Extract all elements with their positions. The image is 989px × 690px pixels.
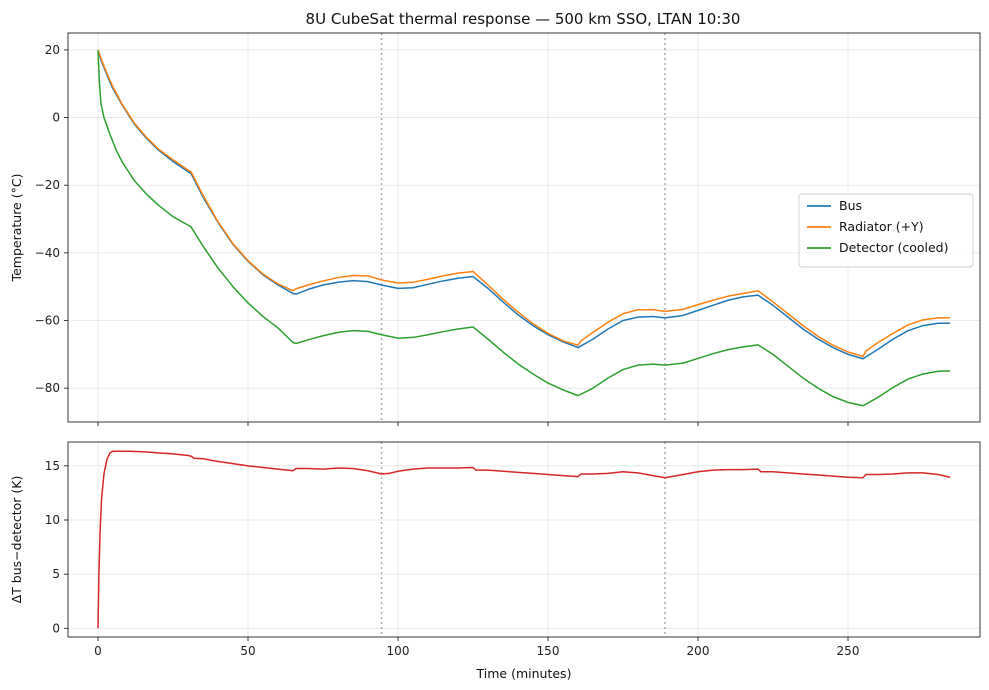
delta-t-panel: 0 50 100 150 200 250 0 5 10 15 ΔT bus−detector (K… — [9, 441, 981, 681]
delta-t-y-tick-label-2: 10 — [45, 513, 60, 527]
legend-box — [798, 193, 974, 268]
temperature-y-tick-label-2: −40 — [35, 246, 60, 260]
legend-entry-detector-cooled: Detector (cooled) — [839, 240, 948, 255]
temperature-axis-ticks: −80 −60 −40 −20 0 20 — [35, 43, 849, 426]
delta-t-y-tick-label-3: 15 — [45, 459, 60, 473]
delta-t-grid — [68, 442, 980, 637]
temperature-y-tick-label-4: 0 — [52, 111, 60, 125]
temperature-plot-frame — [67, 32, 981, 423]
legend: Bus Radiator (+Y) Detector (cooled) — [798, 193, 974, 268]
series-line-detector-cooled — [97, 50, 951, 407]
delta-t-plot-frame — [67, 441, 981, 638]
temperature-y-axis-label: Temperature (°C) — [9, 174, 24, 283]
delta-t-x-tick-label-5: 250 — [837, 644, 860, 658]
temperature-panel: −80 −60 −40 −20 0 20 Temperature (°C) Bus Radi… — [9, 32, 981, 426]
delta-t-x-tick-label-4: 200 — [687, 644, 710, 658]
series-line-radiator-y — [97, 49, 950, 358]
temperature-y-tick-label-3: −20 — [35, 178, 60, 192]
time-x-axis-label: Time (minutes) — [476, 666, 572, 681]
delta-t-x-tick-label-0: 0 — [94, 644, 102, 658]
chart-title: 8U CubeSat thermal response — 500 km SSO… — [306, 10, 741, 28]
delta-t-x-tick-label-2: 100 — [387, 644, 410, 658]
delta-t-axis-ticks: 0 50 100 150 200 250 0 5 10 15 — [45, 459, 860, 658]
delta-t-y-axis-label: ΔT bus−detector (K) — [9, 476, 24, 604]
temperature-orbit-markers — [380, 33, 666, 422]
temperature-y-tick-label-1: −60 — [35, 314, 60, 328]
legend-entry-bus: Bus — [839, 198, 862, 213]
delta-t-y-tick-label-0: 0 — [52, 621, 60, 635]
legend-entry-radiator-y: Radiator (+Y) — [839, 219, 924, 234]
temperature-y-tick-label-0: −80 — [35, 381, 60, 395]
series-line-delta-t — [97, 450, 951, 629]
delta-t-x-tick-label-1: 50 — [240, 644, 255, 658]
delta-t-y-tick-label-1: 5 — [52, 567, 60, 581]
delta-t-series-group — [97, 450, 951, 629]
delta-t-x-tick-label-3: 150 — [537, 644, 560, 658]
temperature-y-tick-label-5: 20 — [45, 43, 60, 57]
temperature-series-group — [97, 49, 951, 407]
series-line-bus — [97, 49, 950, 360]
